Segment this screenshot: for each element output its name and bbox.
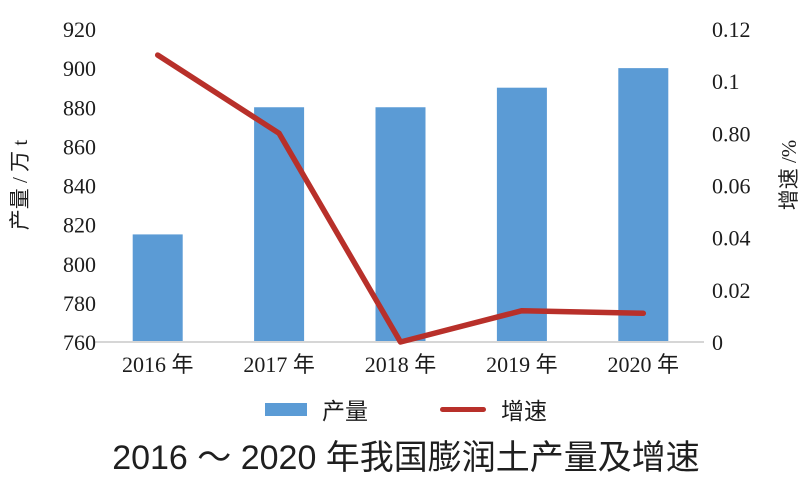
growth-line: [154, 52, 647, 345]
y-axis-tick-label: 840: [63, 174, 96, 199]
y2-axis-tick-label: 0.80: [712, 121, 751, 146]
x-axis-tick-label: 2018 年: [365, 352, 437, 377]
y2-axis-tick-label: 0: [712, 330, 723, 355]
y-axis-tick-label: 800: [63, 252, 96, 277]
y2-axis-tick-label: 0.02: [712, 278, 751, 303]
y-axis-tick-label: 860: [63, 134, 96, 159]
legend-item-growth: 增速: [440, 392, 547, 426]
y2-axis-tick-label: 0.12: [712, 17, 751, 42]
production-bar: [254, 107, 305, 342]
x-axis-tick-label: 2016 年: [122, 352, 194, 377]
y-axis-tick-label: 820: [63, 213, 96, 238]
chart-plot-area: 920 900 880 860 840 820 800 780 760 0.12 0.1 0.80 0.…: [63, 17, 751, 377]
x-axis-tick-label: 2020 年: [608, 352, 680, 377]
legend-item-production: 产量: [265, 392, 368, 426]
production-bar: [496, 87, 547, 342]
production-bar: [375, 107, 426, 342]
chart-title: 2016 ～ 2020 年我国膨润土产量及增速: [112, 439, 700, 477]
x-axis-tick-label: 2017 年: [243, 352, 315, 377]
legend-label-growth: 增速: [501, 399, 547, 424]
legend-label-production: 产量: [322, 399, 368, 424]
y2-axis-tick-label: 0.1: [712, 69, 740, 94]
y-axis-tick-label: 920: [63, 17, 96, 42]
y-axis-title: 产量 / 万 t: [8, 139, 32, 231]
y2-axis-title: 增速 /%: [777, 139, 801, 211]
production-bar: [132, 234, 183, 342]
bar-swatch-icon: [265, 402, 307, 416]
y-axis-tick-label: 880: [63, 95, 96, 120]
y2-axis-tick-label: 0.06: [712, 174, 751, 199]
production-bar: [618, 68, 669, 342]
y-axis-tick-label: 900: [63, 56, 96, 81]
y2-axis-tick-label: 0.04: [712, 226, 751, 251]
x-axis-tick-label: 2019 年: [486, 352, 558, 377]
line-swatch-icon: [440, 406, 486, 412]
y-axis-tick-label: 780: [63, 291, 96, 316]
y-axis-tick-label: 760: [63, 330, 96, 355]
legend: 产量 增速: [0, 392, 812, 426]
